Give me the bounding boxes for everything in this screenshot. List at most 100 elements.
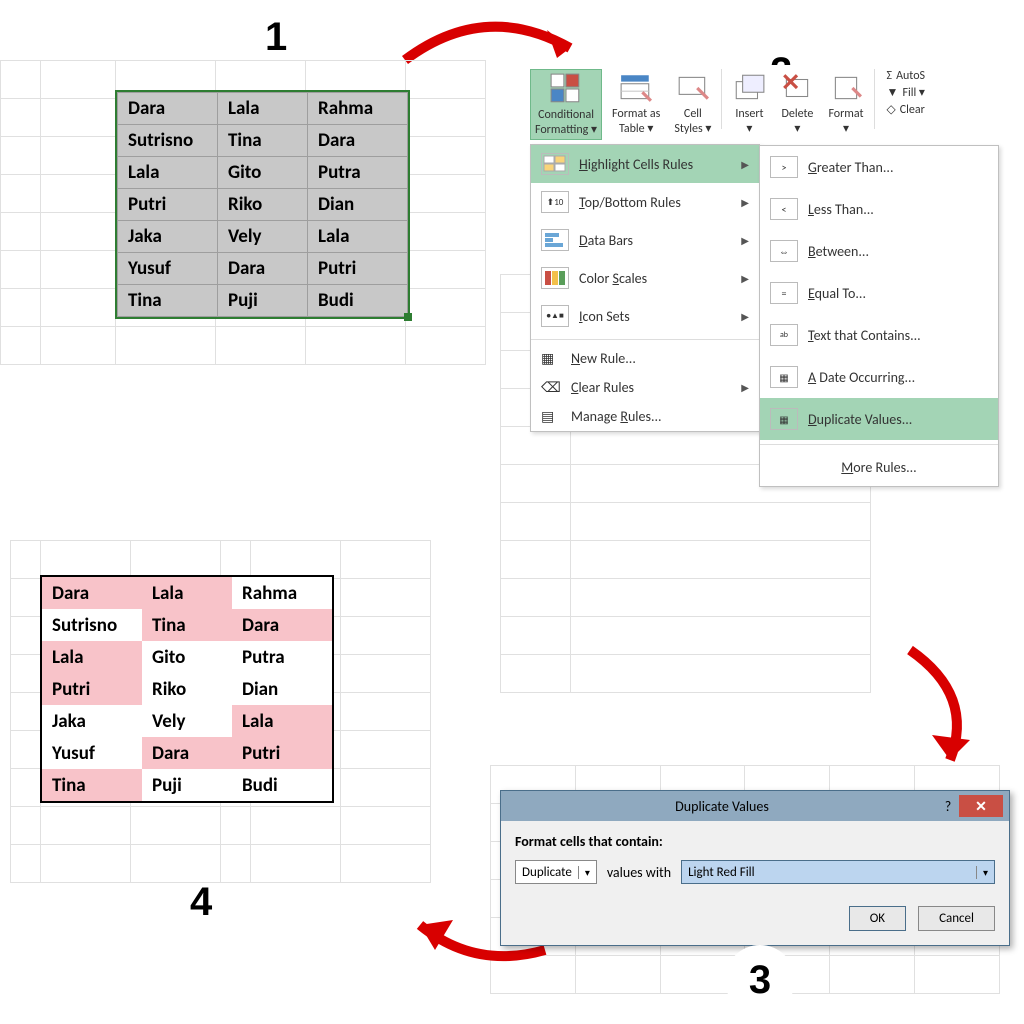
table-cell: Vely [142, 705, 232, 737]
cell-styles-button[interactable]: Cell Styles ▾ [670, 69, 715, 138]
dialog-mid-text: values with [607, 864, 671, 881]
format-icon [829, 71, 863, 105]
table-row: DaraLalaRahma [118, 93, 408, 125]
submenu-equal-to[interactable]: = Equal To... [760, 272, 998, 314]
fill-icon: ▼ [887, 85, 899, 100]
table-cell[interactable]: Putra [308, 157, 408, 189]
chevron-down-icon[interactable]: ▾ [976, 866, 994, 879]
highlight-rules-icon [541, 153, 569, 175]
selection-handle[interactable] [404, 313, 412, 321]
table-row: LalaGitoPutra [118, 157, 408, 189]
table-cell[interactable]: Tina [218, 125, 308, 157]
table-cell[interactable]: Gito [218, 157, 308, 189]
format-style-combo[interactable]: Light Red Fill▾ [681, 860, 995, 884]
table-row: TinaPujiBudi [118, 285, 408, 317]
table-cell[interactable]: Sutrisno [118, 125, 218, 157]
table-cell[interactable]: Rahma [308, 93, 408, 125]
selected-range[interactable]: DaraLalaRahmaSutrisnoTinaDaraLalaGitoPut… [115, 90, 410, 319]
table-cell[interactable]: Lala [308, 221, 408, 253]
table-row: TinaPujiBudi [42, 769, 332, 801]
submenu-duplicate-values[interactable]: ▦ Duplicate Values... [760, 398, 998, 440]
menu-color-scales[interactable]: Color Scales ▶ [531, 259, 759, 297]
table-row: PutriRikoDian [42, 673, 332, 705]
conditional-formatting-icon [549, 72, 583, 106]
table-cell: Dian [232, 673, 332, 705]
table-cell[interactable]: Dian [308, 189, 408, 221]
cf-menu: Highlight Cells Rules ▶ ⬆10 Top/Bottom R… [530, 144, 760, 432]
table-cell: Riko [142, 673, 232, 705]
menu-icon-sets[interactable]: ●▲■ Icon Sets ▶ [531, 297, 759, 335]
table-cell[interactable]: Budi [308, 285, 408, 317]
color-scales-icon [541, 267, 569, 289]
table-row: SutrisnoTinaDara [42, 609, 332, 641]
table-cell[interactable]: Lala [218, 93, 308, 125]
table-cell[interactable]: Yusuf [118, 253, 218, 285]
table-row: DaraLalaRahma [42, 577, 332, 609]
menu-clear-rules[interactable]: ⌫ Clear Rules ▶ [531, 373, 759, 402]
cancel-button[interactable]: Cancel [918, 906, 995, 931]
insert-button[interactable]: Insert▾ [728, 69, 770, 138]
table-cell: Lala [142, 577, 232, 609]
table-cell[interactable]: Dara [118, 93, 218, 125]
dialog-titlebar[interactable]: Duplicate Values ? ✕ [501, 791, 1009, 821]
data-table-4: DaraLalaRahmaSutrisnoTinaDaraLalaGitoPut… [42, 577, 332, 801]
submenu-date-occurring[interactable]: ▦ A Date Occurring... [760, 356, 998, 398]
cf-label-2: Formatting ▾ [535, 122, 597, 137]
clear-rules-icon: ⌫ [541, 379, 561, 396]
ok-button[interactable]: OK [849, 906, 906, 931]
menu-highlight-cells-rules[interactable]: Highlight Cells Rules ▶ [531, 145, 759, 183]
sigma-icon: Σ [887, 69, 893, 83]
data-bars-icon [541, 229, 569, 251]
dialog-heading: Format cells that contain: [515, 833, 663, 850]
autosum-button[interactable]: Σ AutoS [887, 69, 926, 83]
table-row: YusufDaraPutri [118, 253, 408, 285]
equal-to-icon: = [770, 282, 798, 304]
duplicate-values-dialog: Duplicate Values ? ✕ Format cells that c… [500, 790, 1010, 946]
submenu-between[interactable]: ⇔ Between... [760, 230, 998, 272]
submenu-more-rules[interactable]: More Rules... [760, 449, 998, 486]
table-cell[interactable]: Puji [218, 285, 308, 317]
table-cell: Lala [42, 641, 142, 673]
menu-data-bars[interactable]: Data Bars ▶ [531, 221, 759, 259]
format-as-table-button[interactable]: Format as Table ▾ [608, 69, 664, 138]
table-cell[interactable]: Lala [118, 157, 218, 189]
top-bottom-icon: ⬆10 [541, 191, 569, 213]
duplicate-unique-combo[interactable]: Duplicate▾ [515, 860, 597, 884]
table-cell: Gito [142, 641, 232, 673]
table-cell: Yusuf [42, 737, 142, 769]
dialog-close-button[interactable]: ✕ [959, 795, 1003, 817]
chevron-down-icon[interactable]: ▾ [578, 866, 596, 879]
table-cell[interactable]: Dara [308, 125, 408, 157]
table-cell: Lala [232, 705, 332, 737]
table-row: SutrisnoTinaDara [118, 125, 408, 157]
table-cell[interactable]: Tina [118, 285, 218, 317]
submenu-text-contains[interactable]: ab Text that Contains... [760, 314, 998, 356]
table-cell[interactable]: Dara [218, 253, 308, 285]
menu-new-rule[interactable]: ▦ New Rule... [531, 344, 759, 373]
fill-button[interactable]: ▼ Fill ▾ [887, 85, 926, 100]
clear-button[interactable]: ◇ Clear [887, 102, 926, 117]
data-table-1: DaraLalaRahmaSutrisnoTinaDaraLalaGitoPut… [117, 92, 408, 317]
table-cell[interactable]: Putri [308, 253, 408, 285]
ribbon: Conditional Formatting ▾ Format as Table… [530, 65, 1020, 144]
menu-manage-rules[interactable]: ▤ Manage Rules... [531, 402, 759, 431]
conditional-formatting-button[interactable]: Conditional Formatting ▾ [530, 69, 602, 140]
text-contains-icon: ab [770, 324, 798, 346]
table-cell: Puji [142, 769, 232, 801]
delete-button[interactable]: Delete▾ [776, 69, 818, 138]
dialog-help-button[interactable]: ? [937, 798, 959, 815]
table-cell[interactable]: Jaka [118, 221, 218, 253]
table-cell[interactable]: Vely [218, 221, 308, 253]
menu-top-bottom-rules[interactable]: ⬆10 Top/Bottom Rules ▶ [531, 183, 759, 221]
table-cell: Rahma [232, 577, 332, 609]
table-cell[interactable]: Riko [218, 189, 308, 221]
table-cell: Jaka [42, 705, 142, 737]
submenu-greater-than[interactable]: > Greater Than... [760, 146, 998, 188]
submenu-less-than[interactable]: < Less Than... [760, 188, 998, 230]
arrow-2-to-3 [880, 640, 1000, 790]
manage-rules-icon: ▤ [541, 408, 561, 425]
delete-icon [780, 71, 814, 105]
cf-label-1: Conditional [538, 108, 594, 122]
table-cell[interactable]: Putri [118, 189, 218, 221]
format-button[interactable]: Format▾ [824, 69, 867, 138]
